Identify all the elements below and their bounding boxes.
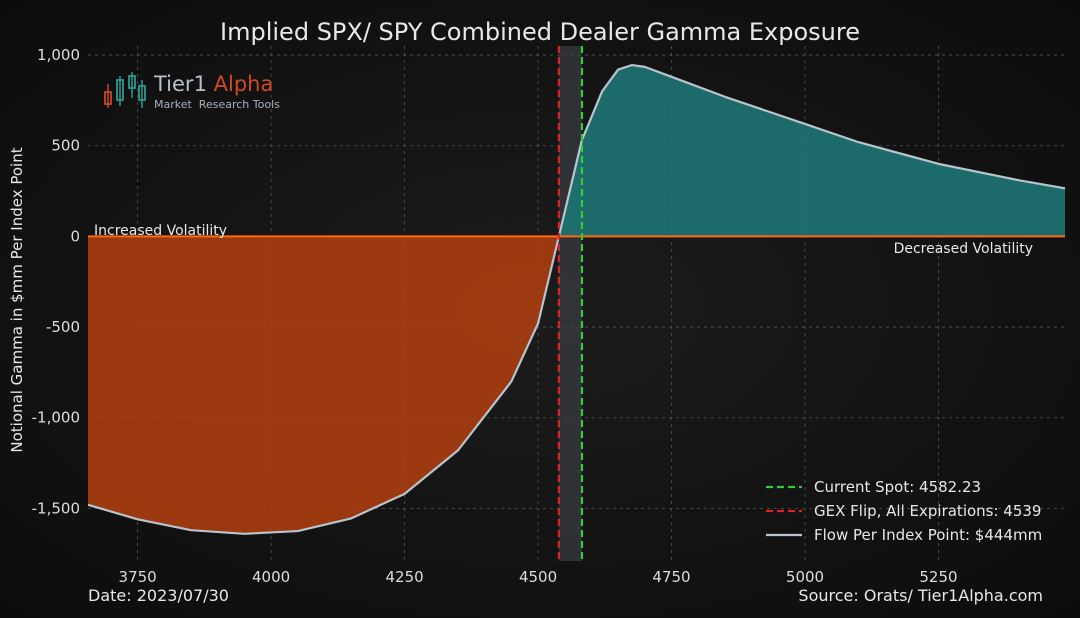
x-tick-label: 5000 bbox=[786, 568, 824, 586]
flip-spot-band bbox=[558, 46, 582, 561]
y-axis-label: Notional Gamma in $mm Per Index Point bbox=[8, 147, 26, 452]
y-tick-label: 1,000 bbox=[37, 46, 80, 64]
chart-title: Implied SPX/ SPY Combined Dealer Gamma E… bbox=[220, 18, 860, 46]
annotation-increased-volatility: Increased Volatility bbox=[94, 223, 227, 239]
x-tick-label: 5250 bbox=[919, 568, 957, 586]
negative-gamma-area bbox=[88, 236, 1065, 534]
logo: Tier1 Alpha Market Research Tools bbox=[102, 72, 280, 116]
date-label: Date: 2023/07/30 bbox=[88, 586, 229, 605]
y-tick-label: -1,500 bbox=[32, 499, 80, 517]
x-tick-label: 4500 bbox=[519, 568, 557, 586]
logo-tagline: Market Research Tools bbox=[154, 98, 280, 111]
x-tick-label: 4250 bbox=[385, 568, 423, 586]
legend-entry: GEX Flip, All Expirations: 4539 bbox=[814, 502, 1041, 520]
annotation-decreased-volatility: Decreased Volatility bbox=[894, 241, 1033, 257]
logo-brand-2: Alpha bbox=[213, 72, 274, 96]
x-tick-label: 3750 bbox=[119, 568, 157, 586]
y-tick-label: -1,000 bbox=[32, 409, 80, 427]
source-label: Source: Orats/ Tier1Alpha.com bbox=[798, 586, 1043, 605]
y-tick-label: -500 bbox=[46, 318, 80, 336]
candlestick-logo-icon bbox=[104, 72, 146, 108]
y-tick-label: 0 bbox=[70, 227, 80, 245]
x-tick-label: 4750 bbox=[652, 568, 690, 586]
positive-gamma-area bbox=[558, 65, 1065, 237]
x-tick-label: 4000 bbox=[252, 568, 290, 586]
legend-entry: Flow Per Index Point: $444mm bbox=[814, 526, 1042, 544]
legend-entry: Current Spot: 4582.23 bbox=[814, 478, 981, 496]
logo-brand-1: Tier1 bbox=[154, 72, 207, 96]
y-tick-label: 500 bbox=[51, 137, 80, 155]
